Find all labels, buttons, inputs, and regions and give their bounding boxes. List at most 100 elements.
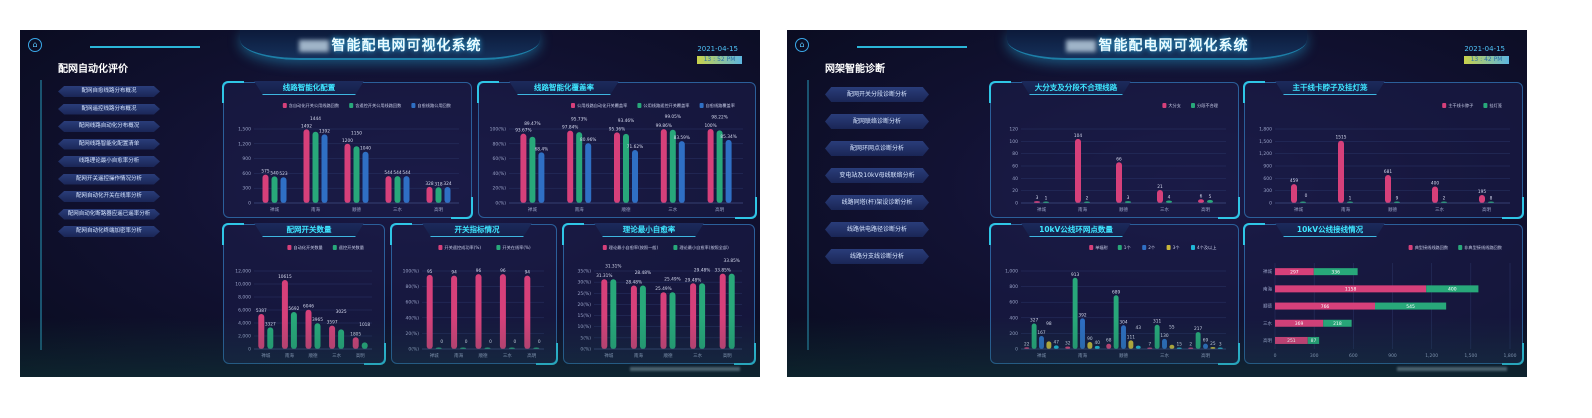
bar	[538, 152, 545, 203]
home-icon[interactable]: ⌂	[28, 38, 42, 52]
x-tick-label: 1,800	[1504, 353, 1517, 359]
x-tick-label: 三水	[503, 352, 512, 359]
menu-item[interactable]: 配网遥控线路分布概况	[58, 103, 160, 115]
data-label: 297	[1290, 269, 1299, 275]
chart-svg: 理论最小自愈率(按照全部) 理论最小自愈率(按照一般) 0(%) 5(%) 10(%) 1…	[577, 244, 742, 359]
x-tick-label: 禅城	[528, 206, 537, 213]
menu-item[interactable]: 配网自动化终端加密率分析	[58, 226, 160, 237]
data-label: 1018	[359, 322, 370, 328]
x-tick-label: 1,500	[1464, 353, 1477, 359]
legend-swatch	[282, 103, 287, 108]
bar	[435, 187, 442, 203]
legend-label: 典型接线线路回数	[1415, 244, 1449, 251]
chart-svg: 挂灯笼 主干线卡脖子 0 300 600 900 1,200 1,500 1,800 禅城 459 0…	[1259, 102, 1510, 213]
legend-label: 含遥控开关公用线路回数	[355, 102, 402, 109]
menu-item[interactable]: 配网环网点诊断分析	[825, 141, 929, 156]
bar	[321, 134, 328, 203]
menu-item[interactable]: 线路分支线诊断分析	[825, 249, 929, 264]
data-label: 0	[489, 339, 492, 345]
x-tick-label: 三水	[1160, 206, 1169, 213]
data-label: 25.49%	[664, 277, 680, 283]
menu-item[interactable]: 配网自动化断路器应遥已遥率分析	[58, 208, 160, 220]
data-label: 400	[1448, 287, 1457, 293]
chart-title: 10kV公线接线情况	[1275, 223, 1385, 237]
menu-item[interactable]: 配网开关分段诊断分析	[825, 87, 929, 102]
bar	[1162, 338, 1167, 349]
bar	[426, 274, 433, 349]
menu-item[interactable]: 配网开关遥控操作情况分析	[58, 173, 160, 185]
legend-label: 2个	[1148, 245, 1156, 250]
data-label: 31.31%	[605, 264, 621, 270]
data-label: 94	[525, 270, 531, 276]
bar	[403, 176, 410, 203]
chart-svg: 4个及以上3个2个1个单辐射02004006008001,000禅城223271…	[1005, 244, 1226, 359]
x-tick-label: 三水	[332, 352, 341, 359]
data-label: 540	[270, 170, 278, 176]
data-label: 3	[1219, 342, 1222, 348]
data-label: 31.31%	[596, 273, 612, 279]
bar	[567, 130, 574, 203]
y-tick-label: 900	[1263, 164, 1272, 170]
data-label: 2	[1443, 196, 1446, 202]
menu-item[interactable]: 配网联络诊断分析	[825, 114, 929, 129]
data-label: 93.67%	[515, 128, 531, 134]
data-label: 251	[1287, 338, 1296, 344]
data-label: 66	[1116, 156, 1122, 162]
bar	[499, 274, 506, 349]
legend-swatch	[287, 245, 292, 250]
data-label: 195	[1478, 189, 1486, 195]
legend-swatch	[1483, 103, 1488, 108]
bar	[1176, 347, 1182, 349]
bar	[1043, 201, 1049, 203]
menu-item[interactable]: 配网自动化开关在线率分析	[58, 191, 160, 202]
legend-label: 单辐射	[1095, 244, 1108, 251]
y-tick-label: 1,500	[238, 127, 251, 133]
data-label: 99.86%	[656, 123, 672, 129]
bar	[314, 323, 321, 349]
chart-title: 大分支及分段不合理线路	[1021, 81, 1131, 95]
y-tick-label: 600	[242, 171, 251, 177]
menu-item[interactable]: 配网线路自动化分布概况	[58, 121, 160, 132]
x-tick-label: 高明	[527, 352, 536, 359]
legend-swatch	[332, 245, 337, 250]
y-tick-label: 400	[1009, 315, 1018, 321]
data-label: 5	[1209, 194, 1212, 200]
data-label: 8	[1490, 196, 1493, 202]
bar	[529, 136, 536, 203]
bar	[524, 275, 531, 349]
bar	[719, 273, 726, 349]
data-label: 544	[402, 170, 410, 176]
x-tick-label: 高明	[356, 352, 365, 359]
menu-item[interactable]: 线路供电路径诊断分析	[825, 222, 929, 237]
legend-label: 含自动化开关公用线路回数	[289, 102, 340, 109]
menu-item[interactable]: 配网自愈线路分布概况	[58, 86, 160, 97]
bar	[475, 274, 482, 349]
menu-item[interactable]: 变电站及10kV母线联络分析	[825, 168, 929, 183]
bar	[1116, 162, 1122, 203]
chart-svg: 自愈线路公用回数 含遥控开关公用线路回数 含自动化开关公用线路回数 0 300 600 90…	[238, 102, 459, 213]
y-tick-label: 80	[1012, 151, 1018, 157]
legend-label: 理论最小自愈率(按照一般)	[609, 244, 659, 251]
bar	[435, 347, 442, 349]
legend-swatch	[1117, 245, 1122, 250]
data-label: 400	[1431, 181, 1439, 187]
menu-item[interactable]: 配网线路智能化配置清单	[58, 138, 160, 150]
home-icon[interactable]: ⌂	[795, 38, 809, 52]
bar-segment	[1275, 285, 1427, 293]
data-label: 33.85%	[715, 268, 731, 274]
chart-svg: 遥控开关数量 自动化开关数量 0 2,000 4,000 6,000 8,000 10,000…	[235, 244, 372, 359]
menu-item[interactable]: 线路理论最小自愈率分析	[58, 156, 160, 167]
y-tick-label: 60	[1012, 164, 1018, 170]
y-tick-label: 6,000	[238, 308, 251, 314]
x-tick-label: 顺德	[664, 352, 673, 359]
chart-svg: 开关在线率(%) 开关遥控成功率(%) 0(%) 20(%) 40(%) 60(%) 80(…	[403, 244, 544, 359]
bar	[460, 347, 467, 349]
bar	[1210, 347, 1216, 349]
section-title: 配网自动化评价	[58, 64, 128, 75]
legend-label: 分段不合理	[1197, 102, 1219, 109]
y-tick-label: 25(%)	[577, 291, 591, 297]
x-tick-label: 高明	[1201, 352, 1210, 359]
menu-item[interactable]: 线路同塔(杆)架设诊断分析	[825, 195, 929, 210]
bar	[576, 132, 583, 203]
bar-segment	[1307, 336, 1320, 344]
